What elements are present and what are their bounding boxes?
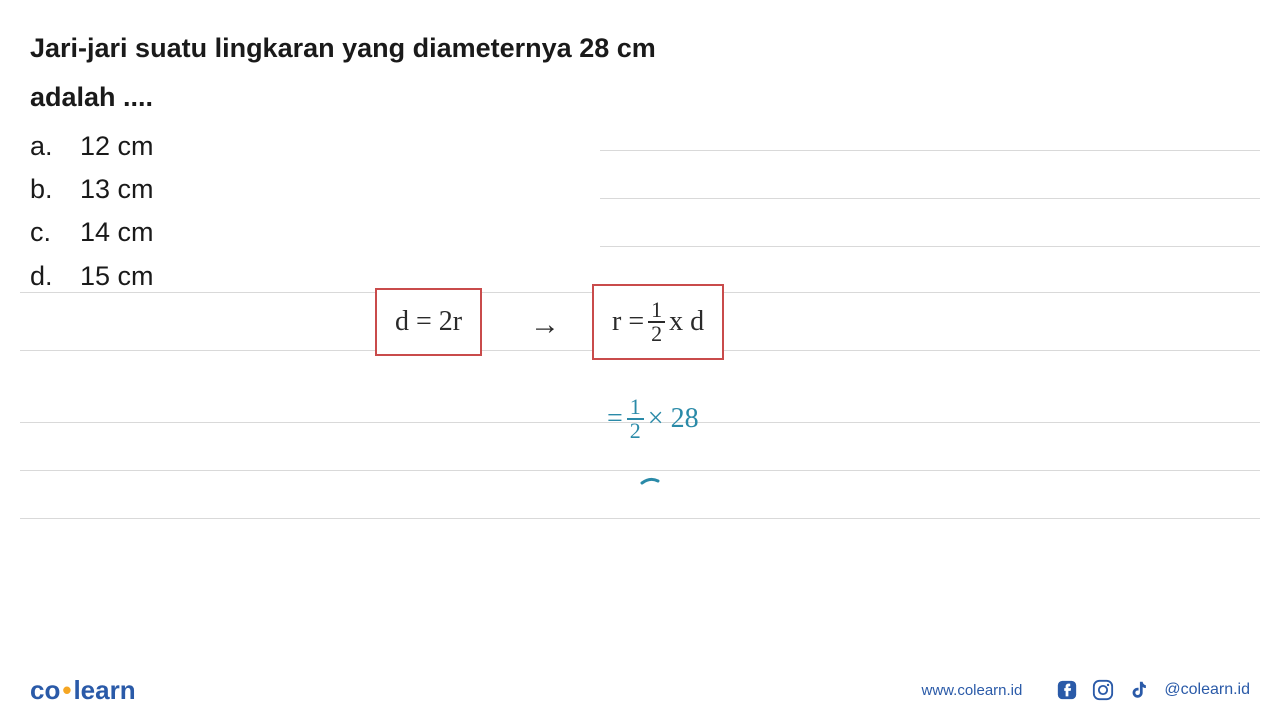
formula-1-text: d = 2r [395,306,462,338]
arrow-icon: → [530,308,560,342]
handwriting-area: d = 2r → r = 1 2 x d = 1 2 × 28 [0,288,1280,568]
option-a-text: 12 cm [80,125,154,168]
question-line2: adalah .... [30,77,1250,118]
work-step-1: = 1 2 × 28 [607,396,699,442]
option-c-text: 14 cm [80,211,154,254]
question-line1: Jari-jari suatu lingkaran yang diametern… [30,28,1250,69]
option-a-letter: a. [30,125,80,168]
formula-2-prefix: r = [612,306,644,338]
work-step1-den: 2 [627,420,644,442]
option-c-letter: c. [30,211,80,254]
option-b-text: 13 cm [80,168,154,211]
footer-right: www.colearn.id @colearn.id [921,679,1250,701]
social-handle: @colearn.id [1164,681,1250,699]
logo-learn: learn [73,675,135,705]
option-b-letter: b. [30,168,80,211]
formula-2-den: 2 [648,323,665,345]
work-step1-num: 1 [627,396,644,420]
work-step-2 [640,463,660,495]
brand-logo: co•learn [30,675,136,706]
logo-dot-icon: • [62,675,71,705]
dash-icon [640,475,660,487]
website-url: www.colearn.id [921,682,1022,699]
formula-2-fraction: 1 2 [648,299,665,345]
formula-2-num: 1 [648,299,665,323]
instagram-icon [1092,679,1114,701]
formula-box-1: d = 2r [375,288,482,356]
formula-box-2: r = 1 2 x d [592,284,724,360]
work-step1-eq: = [607,403,623,435]
logo-co: co [30,675,60,705]
footer: co•learn www.colearn.id @colearn.id [0,660,1280,720]
facebook-icon [1056,679,1078,701]
work-step1-fraction: 1 2 [627,396,644,442]
formula-2-suffix: x d [669,306,704,338]
tiktok-icon [1128,679,1150,701]
work-step1-rest: × 28 [648,403,699,435]
